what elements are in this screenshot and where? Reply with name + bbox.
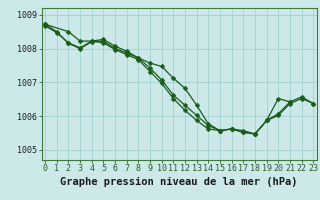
- X-axis label: Graphe pression niveau de la mer (hPa): Graphe pression niveau de la mer (hPa): [60, 177, 298, 187]
